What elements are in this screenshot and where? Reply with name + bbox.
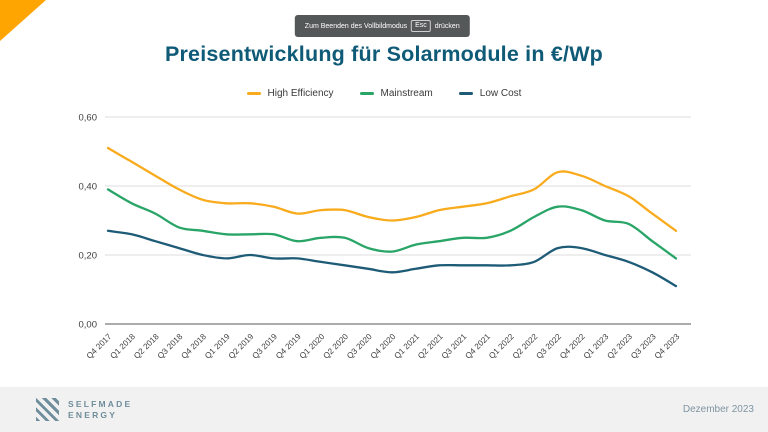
legend-label-low-cost: Low Cost xyxy=(479,88,522,99)
logo-text-line2: ENERGY xyxy=(68,409,118,420)
legend-item-mainstream: Mainstream xyxy=(359,88,433,99)
toast-text-after: drücken xyxy=(434,22,460,30)
esc-key: Esc xyxy=(411,20,431,32)
legend-swatch-high-efficiency-icon xyxy=(246,91,261,96)
toast-text-before: Zum Beenden des Vollbildmodus xyxy=(304,22,408,30)
series-line-high-efficiency xyxy=(106,146,678,232)
slide-title: Preisentwicklung für Solarmodule in €/Wp xyxy=(164,42,604,66)
footer-date: Dezember 2023 xyxy=(682,404,754,415)
logo-text-line1: SELFMADE xyxy=(68,399,133,409)
fullscreen-exit-toast: Zum Beenden des Vollbildmodus Esc drücke… xyxy=(294,15,470,37)
selfmade-energy-logo: SELFMADE ENERGY xyxy=(36,398,132,421)
series-line-mainstream xyxy=(106,188,678,260)
legend-swatch-mainstream-icon xyxy=(359,91,374,96)
x-tick-label: Q4 2023 xyxy=(653,332,682,361)
legend-item-low-cost: Low Cost xyxy=(458,88,522,99)
y-tick-label: 0,40 xyxy=(79,182,98,193)
legend-item-high-efficiency: High Efficiency xyxy=(246,88,334,99)
y-tick-label: 0,20 xyxy=(79,251,98,262)
logo-text: SELFMADE ENERGY xyxy=(68,399,132,420)
legend-swatch-low-cost-icon xyxy=(458,91,473,96)
selfmade-energy-logo-icon xyxy=(36,398,59,421)
series-line-low-cost xyxy=(106,229,678,288)
legend-label-mainstream: Mainstream xyxy=(380,88,433,99)
slide-footer: SELFMADE ENERGY Dezember 2023 xyxy=(0,387,768,432)
y-tick-label: 0,00 xyxy=(79,320,98,331)
chart-legend: High Efficiency Mainstream Low Cost xyxy=(0,88,768,99)
y-tick-label: 0,60 xyxy=(79,113,98,124)
legend-label-high-efficiency: High Efficiency xyxy=(267,88,334,99)
